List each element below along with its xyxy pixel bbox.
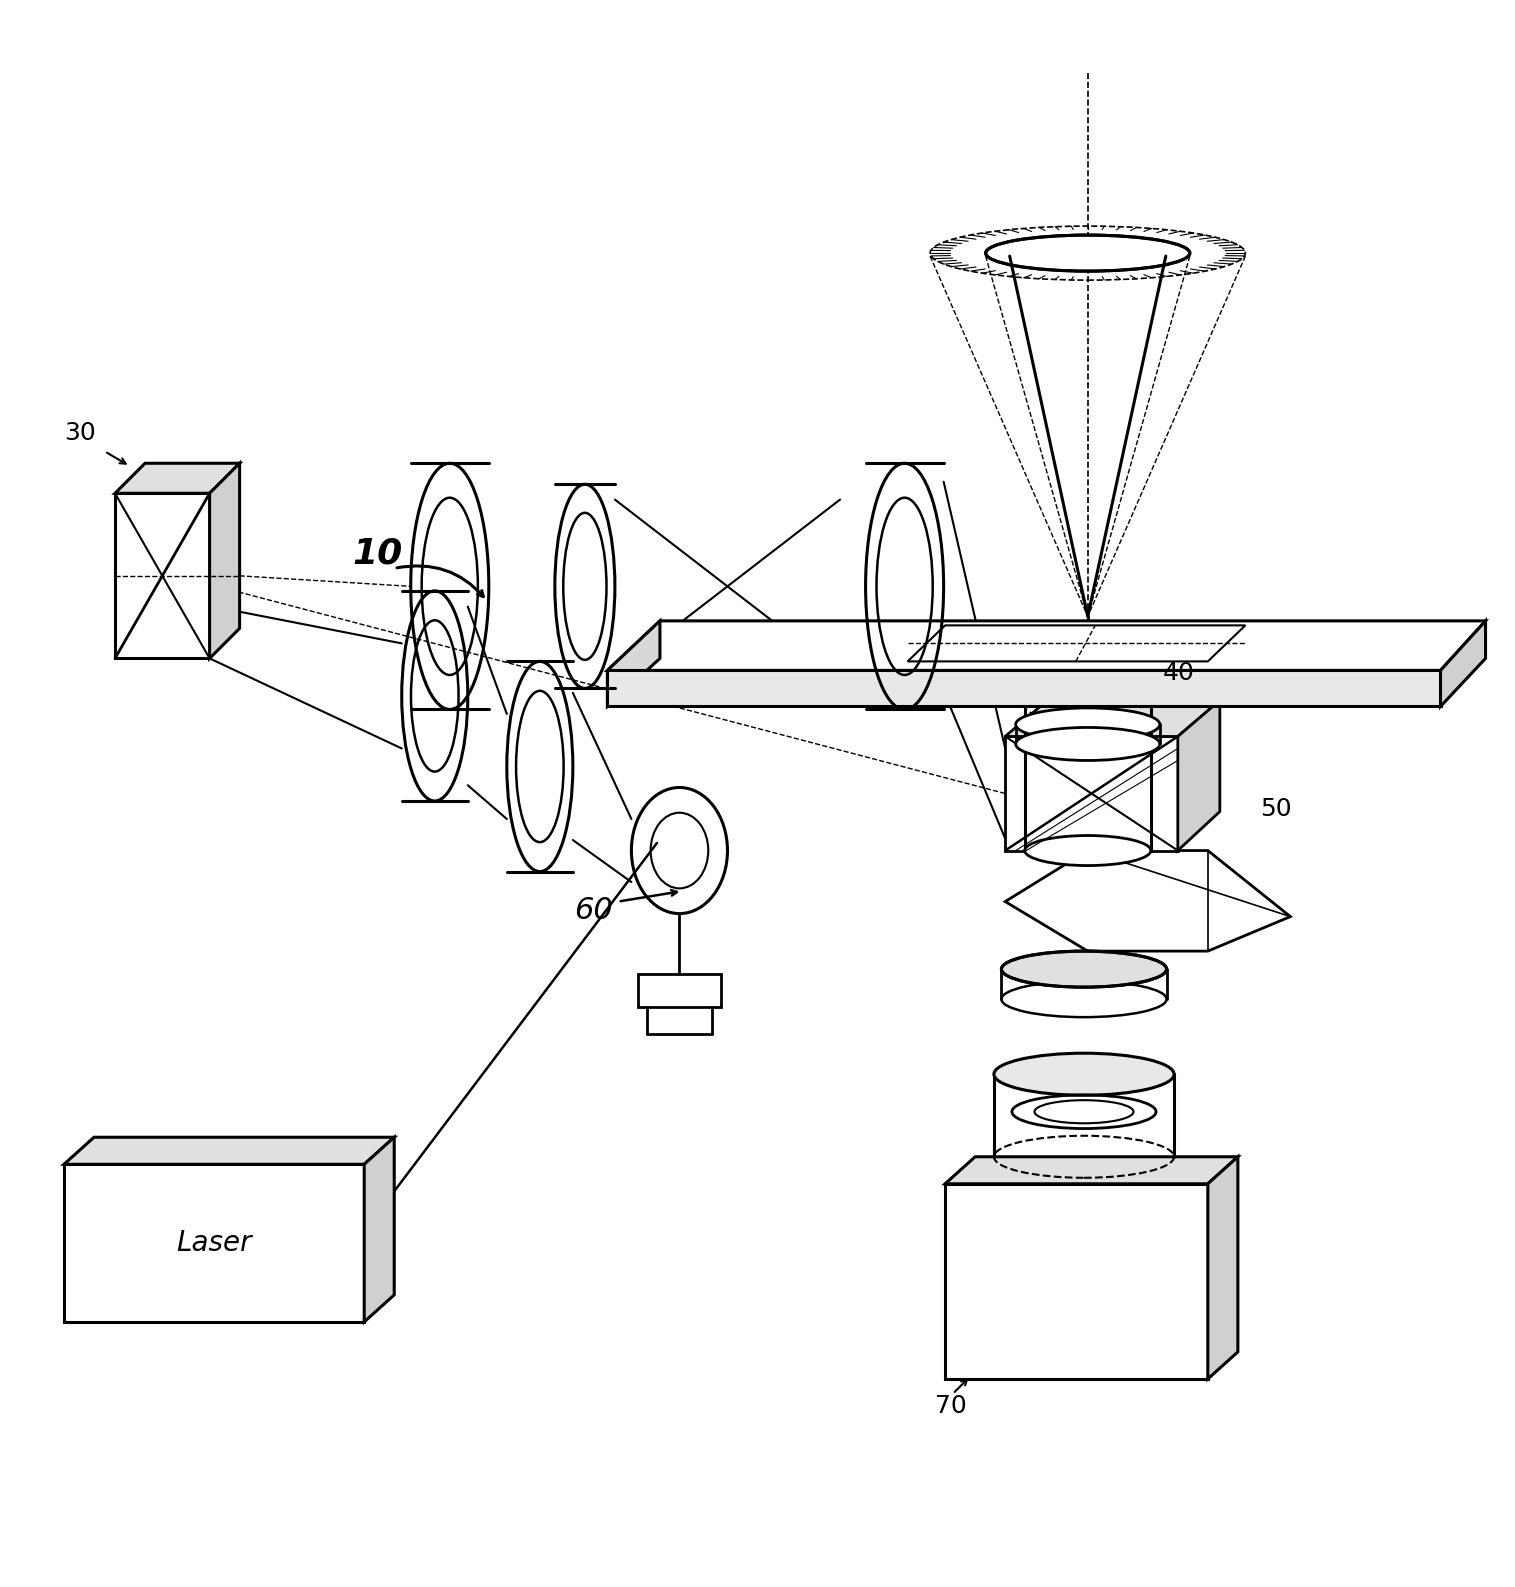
Ellipse shape [1015, 727, 1160, 760]
Polygon shape [1004, 736, 1177, 851]
Polygon shape [1177, 700, 1220, 851]
Text: 10: 10 [351, 536, 403, 570]
Ellipse shape [1001, 951, 1167, 987]
Ellipse shape [1015, 708, 1160, 741]
Polygon shape [1207, 1157, 1238, 1379]
Text: 60: 60 [574, 897, 614, 925]
Polygon shape [1441, 621, 1486, 706]
Ellipse shape [1024, 835, 1151, 865]
Polygon shape [608, 670, 1441, 706]
Text: 50: 50 [1260, 797, 1292, 820]
Ellipse shape [994, 1054, 1174, 1095]
Text: 30: 30 [64, 421, 95, 446]
Polygon shape [64, 1165, 364, 1322]
Polygon shape [209, 463, 239, 659]
Text: Laser: Laser [176, 1228, 251, 1257]
Polygon shape [1004, 700, 1220, 736]
Polygon shape [64, 1138, 394, 1165]
Polygon shape [115, 463, 239, 494]
Polygon shape [945, 1184, 1207, 1379]
Ellipse shape [986, 235, 1189, 271]
Polygon shape [945, 1157, 1238, 1184]
Polygon shape [638, 974, 721, 1006]
Polygon shape [608, 621, 1486, 670]
Polygon shape [907, 625, 1245, 662]
Polygon shape [364, 1138, 394, 1322]
Polygon shape [1004, 851, 1291, 951]
Text: 40: 40 [1164, 662, 1195, 686]
Polygon shape [115, 494, 209, 659]
Text: 70: 70 [935, 1393, 967, 1417]
Polygon shape [608, 621, 661, 706]
